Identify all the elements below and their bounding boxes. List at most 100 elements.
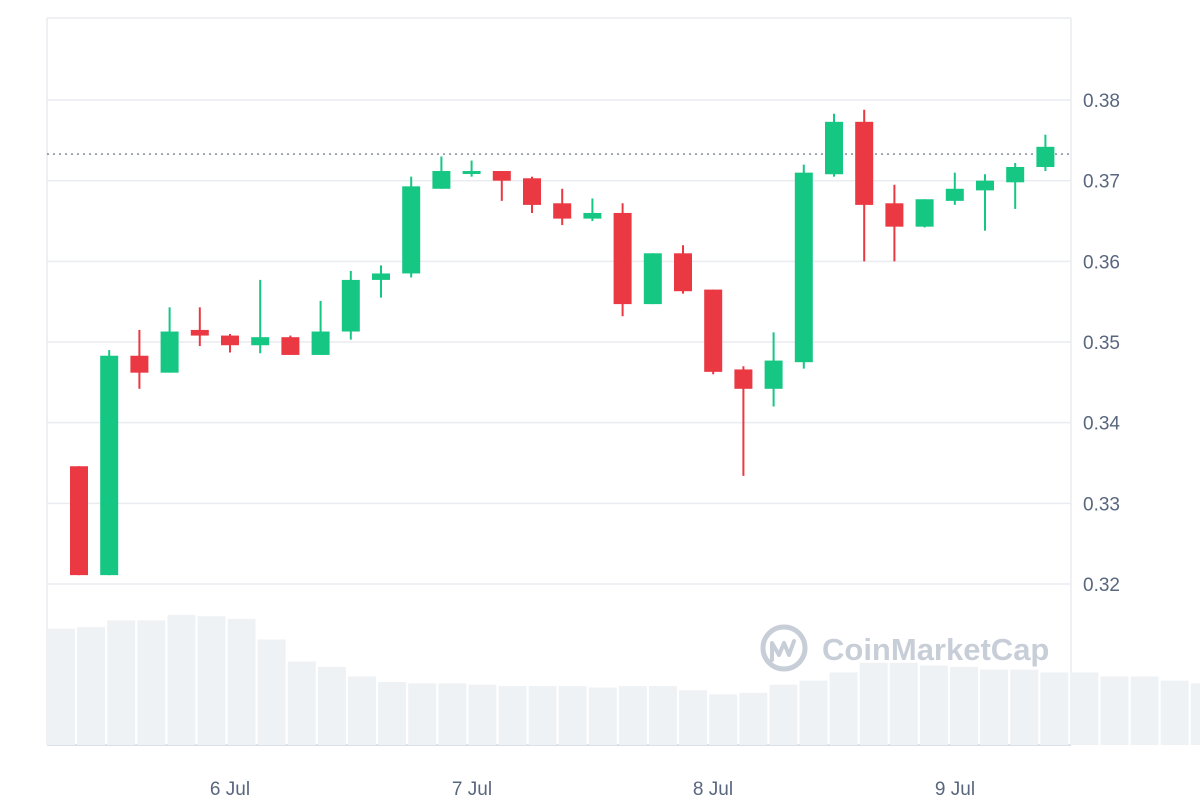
volume-bar [287,661,316,745]
watermark: CoinMarketCap [760,624,1049,672]
candle-up [372,265,390,298]
candle-up [1036,134,1055,172]
candle-up [402,176,421,278]
candle-down [190,307,209,347]
volume-bar [378,681,407,745]
volume-bar [588,687,617,745]
volume-bar [257,639,286,745]
candle-up [976,174,994,231]
watermark-text: CoinMarketCap [822,632,1049,667]
candle-body [190,329,209,336]
candle-up [311,300,330,355]
volume-bar [558,686,587,745]
volume-bar [528,686,557,745]
volume-bar [1040,672,1069,745]
candle-body [643,253,662,305]
candle-body [674,253,692,292]
y-tick-label: 0.33 [1083,494,1120,515]
volume-bar [919,665,948,745]
candle-body [1036,146,1055,167]
candle-body [251,337,270,346]
volume-bar [859,662,888,745]
candle-down [553,188,572,226]
volume-bar [1160,680,1189,745]
candle-body [855,121,874,205]
candle-down [674,245,692,294]
candle-body [221,335,239,346]
candle-body [613,212,632,305]
candle-down [70,466,88,576]
volume-bar [618,686,647,745]
y-tick-label: 0.35 [1083,333,1120,354]
x-tick-label: 9 Jul [935,779,975,800]
candle-up [341,271,360,340]
volume-bar [438,683,467,745]
coinmarketcap-logo-icon [760,624,808,672]
volume-bar [468,684,497,745]
volume-bar [649,686,677,745]
volume-bar [348,676,376,745]
y-tick-label: 0.37 [1083,172,1120,193]
volume-bar [950,666,978,745]
y-tick-label: 0.36 [1083,252,1120,273]
candle-up [794,164,813,369]
y-tick-label: 0.34 [1083,414,1120,435]
volume-bar [227,618,256,745]
candle-up [764,332,783,407]
candle-body [492,171,511,181]
candle-down [885,184,904,262]
candle-down [281,335,300,355]
candle-up [1006,162,1025,209]
volume-bar [1010,669,1039,745]
candle-up [432,156,451,189]
candle-down [613,203,632,317]
volume-bar [769,684,798,745]
candle-body [462,171,481,175]
volume-bar [317,666,346,745]
candle-up [583,198,602,222]
x-tick-label: 7 Jul [452,779,492,800]
candle-body [432,171,451,189]
candle-body [160,331,179,373]
volume-bar [408,683,437,745]
candle-down [221,333,239,353]
volume-bar [107,620,136,745]
candle-body [281,337,300,355]
candles [70,109,1055,576]
candle-up [160,307,179,373]
volume-bar [1070,672,1099,745]
volume-bar [889,662,918,745]
candle-up [643,253,662,305]
volume-bar [197,616,226,745]
x-tick-label: 6 Jul [210,779,250,800]
candle-body [825,121,843,175]
volume-bar [77,627,106,745]
candle-body [372,273,390,280]
candle-body [915,199,934,227]
candle-up [100,350,119,576]
volume-bar [829,672,858,745]
volume-bar [709,694,738,745]
candle-body [402,186,421,274]
candle-body [311,331,330,355]
candle-down [704,289,723,375]
y-tick-label: 0.38 [1083,91,1120,112]
y-tick-label: 0.32 [1083,575,1120,596]
candle-up [462,160,481,177]
candle-down [855,109,874,262]
candle-body [70,466,88,576]
volume-bar [47,628,75,745]
x-tick-label: 8 Jul [693,779,733,800]
candle-body [885,203,904,227]
candle-up [915,199,934,228]
candle-up [825,113,843,177]
axes: 0.38 0.37 0.36 0.35 0.34 0.33 0.32 6 Jul 7 Jul 8 … [210,91,1120,800]
candle-body [523,178,541,205]
candle-body [130,355,149,373]
candle-body [764,360,783,389]
volume-bar [498,686,527,745]
candle-down [130,329,149,389]
volume-bars [47,614,1200,745]
candle-down [523,176,541,213]
